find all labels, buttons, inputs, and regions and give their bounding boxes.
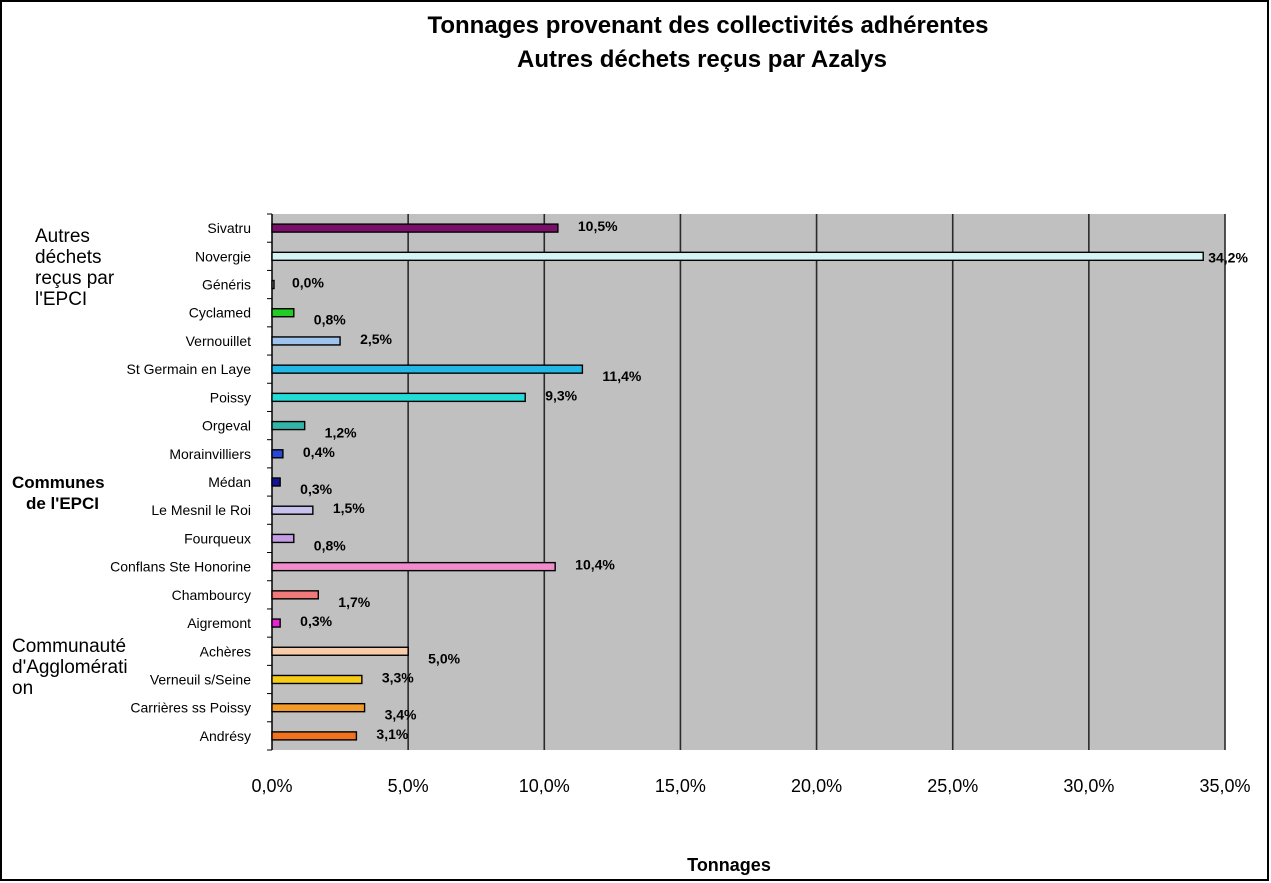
bar (271, 392, 526, 403)
value-label: 0,3% (300, 613, 332, 629)
value-label: 1,5% (333, 500, 365, 516)
value-label: 5,0% (428, 650, 460, 666)
bar (271, 251, 1204, 262)
bar (271, 336, 341, 346)
group-label-line: déchets (35, 247, 102, 268)
x-tick-label: 0,0% (251, 776, 292, 796)
x-axis-label: Tonnages (687, 855, 771, 875)
x-tick-label: 5,0% (388, 776, 429, 796)
value-label: 1,7% (338, 594, 370, 610)
category-label: Carrières ss Poissy (130, 700, 251, 716)
bar (271, 590, 319, 600)
category-label: Cyclamed (189, 305, 251, 321)
category-label: St Germain en Laye (126, 361, 251, 377)
bar (271, 505, 314, 515)
category-label: Le Mesnil le Roi (151, 502, 251, 518)
bar (271, 618, 281, 628)
value-label: 10,5% (578, 218, 618, 234)
group-label-line: reçus par (35, 268, 115, 289)
bar (271, 533, 295, 544)
value-label: 1,2% (325, 425, 357, 441)
bar (271, 364, 584, 374)
bar (271, 223, 559, 233)
value-label: 0,0% (292, 275, 324, 291)
category-label: Morainvilliers (169, 446, 251, 462)
value-label: 11,4% (602, 368, 641, 384)
value-label: 3,3% (382, 669, 414, 685)
chart-title: Tonnages provenant des collectivités adh… (427, 12, 988, 39)
plot-background (272, 214, 1225, 750)
x-tick-label: 30,0% (1063, 776, 1114, 796)
bar (271, 561, 556, 572)
category-label: Médan (208, 474, 251, 490)
x-tick-label: 25,0% (927, 776, 978, 796)
category-label: Chambourcy (172, 587, 251, 603)
value-label: 10,4% (575, 557, 615, 573)
value-label: 0,8% (314, 537, 346, 553)
value-label: 9,3% (545, 387, 577, 403)
category-label: Aigremont (187, 615, 251, 631)
bar (271, 308, 295, 318)
bar (271, 449, 284, 459)
bar (271, 279, 275, 290)
x-tick-label: 15,0% (655, 776, 706, 796)
bar (271, 731, 358, 741)
category-label: Conflans Ste Honorine (110, 559, 251, 575)
group-label-line: Communes (12, 473, 105, 492)
chart-subtitle: Autres déchets reçus par Azalys (517, 46, 887, 73)
category-label: Andrésy (200, 728, 251, 744)
category-label: Généris (202, 277, 251, 293)
bar (271, 702, 366, 713)
category-label: Vernouillet (186, 333, 251, 349)
category-label: Orgeval (202, 418, 251, 434)
category-label: Novergie (195, 248, 251, 264)
x-tick-label: 20,0% (791, 776, 842, 796)
category-label: Poissy (210, 389, 251, 405)
bar (271, 646, 409, 656)
bar (271, 477, 281, 487)
group-label-line: l'EPCI (35, 289, 87, 310)
x-tick-label: 10,0% (519, 776, 570, 796)
group-label-line: on (12, 678, 33, 699)
bar (271, 674, 363, 685)
value-label: 3,4% (385, 707, 417, 723)
group-label-line: Communauté (12, 636, 126, 657)
value-label: 3,1% (376, 726, 408, 742)
value-label: 0,8% (314, 312, 346, 328)
group-label-line: d'Agglomérati (12, 657, 128, 678)
value-label: 2,5% (360, 331, 392, 347)
category-label: Sivatru (207, 220, 251, 236)
category-label: Fourqueux (184, 530, 251, 546)
bar (271, 420, 306, 431)
value-label: 0,4% (303, 444, 335, 460)
value-label: 0,3% (300, 481, 332, 497)
value-label: 34,2% (1208, 249, 1248, 265)
group-label-line: de l'EPCI (26, 494, 99, 513)
category-label: Verneuil s/Seine (150, 671, 251, 687)
category-label: Achères (200, 643, 251, 659)
plot-area: 0,0% 5,0% 10,0% 15,0% 20,0% 25,0% 30,0% 35,0% Si… (12, 213, 1251, 796)
group-label-line: Autres (35, 226, 90, 247)
x-tick-label: 35,0% (1199, 776, 1250, 796)
